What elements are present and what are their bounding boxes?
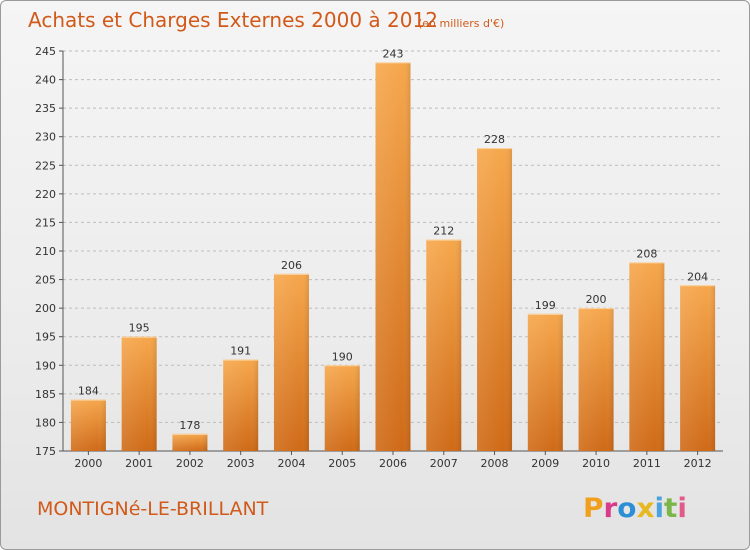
bar-2005	[324, 365, 360, 451]
bar-shade	[273, 273, 309, 451]
y-tick-label: 190	[35, 359, 56, 372]
bar-2007	[426, 239, 462, 451]
y-tick-label: 235	[35, 102, 56, 115]
x-tick-label: 2003	[227, 457, 255, 470]
data-label: 208	[636, 247, 657, 260]
bar-shade	[426, 239, 462, 451]
bar-2011	[629, 262, 665, 451]
bar-shade	[121, 336, 157, 451]
bar-shade	[527, 313, 563, 451]
logo-letter: i	[654, 493, 664, 524]
logo-letter: t	[664, 493, 677, 524]
bar-shade	[680, 285, 716, 451]
bar-shade	[70, 399, 106, 451]
proxiti-logo: Proxiti	[583, 493, 687, 524]
data-label: 184	[78, 385, 99, 398]
bar-2000	[70, 399, 106, 451]
y-tick-label: 200	[35, 302, 56, 315]
bar-shade	[375, 62, 411, 452]
bars	[70, 62, 716, 452]
bar-2003	[223, 359, 259, 451]
y-tick-label: 180	[35, 416, 56, 429]
x-tick-label: 2012	[684, 457, 712, 470]
logo-text: Proxiti	[583, 493, 687, 524]
bar-shade	[172, 433, 208, 451]
data-labels: 184 195 178 191 206 190 243 212 228 199 200 208 204	[78, 47, 708, 431]
data-label: 206	[281, 259, 302, 272]
y-tick-label: 220	[35, 188, 56, 201]
data-label: 200	[586, 293, 607, 306]
place-name: MONTIGNé-LE-BRILLANT	[37, 498, 269, 520]
y-tick-label: 210	[35, 245, 56, 258]
bar-shade	[578, 308, 614, 451]
x-tick-labels: 2000 2001 2002 2003 2004 2005 2006 2007 2008 2009…	[74, 457, 711, 470]
y-tick-label: 245	[35, 45, 56, 58]
chart-subtitle: (en milliers d'€)	[418, 17, 504, 30]
x-tick-label: 2004	[277, 457, 305, 470]
x-tick-label: 2009	[531, 457, 559, 470]
y-tick-label: 240	[35, 74, 56, 87]
x-tick-label: 2011	[633, 457, 661, 470]
data-label: 199	[535, 299, 556, 312]
logo-letter: P	[583, 493, 603, 524]
data-label: 243	[383, 47, 404, 60]
bar-2001	[121, 336, 157, 451]
logo-letter: o	[617, 493, 636, 524]
x-tick-label: 2002	[176, 457, 204, 470]
x-tick-label: 2001	[125, 457, 153, 470]
x-tick-label: 2006	[379, 457, 407, 470]
data-label: 190	[332, 350, 353, 363]
data-label: 212	[433, 225, 454, 238]
bar-2009	[527, 313, 563, 451]
bar-2008	[477, 148, 513, 451]
data-label: 228	[484, 133, 505, 146]
data-label: 204	[687, 270, 708, 283]
data-label: 195	[129, 322, 150, 335]
bar-2002	[172, 433, 208, 451]
data-label: 178	[179, 419, 200, 432]
x-tick-label: 2010	[582, 457, 610, 470]
bar-shade	[629, 262, 665, 451]
x-tick-label: 2005	[328, 457, 356, 470]
y-tick-label: 195	[35, 331, 56, 344]
bar-shade	[223, 359, 259, 451]
bar-2012	[680, 285, 716, 451]
bar-2010	[578, 308, 614, 451]
bar-2006	[375, 62, 411, 452]
y-tick-label: 215	[35, 216, 56, 229]
data-label: 191	[230, 345, 251, 358]
bar-2004	[273, 273, 309, 451]
logo-letter: x	[636, 493, 654, 524]
y-tick-label: 185	[35, 388, 56, 401]
logo-letter: r	[603, 493, 617, 524]
logo-letter: i	[677, 493, 687, 524]
x-tick-label: 2000	[74, 457, 102, 470]
x-tick-label: 2007	[430, 457, 458, 470]
x-tick-label: 2008	[481, 457, 509, 470]
y-tick-label: 205	[35, 274, 56, 287]
y-tick-label: 175	[35, 445, 56, 458]
chart-title: Achats et Charges Externes 2000 à 2012	[28, 8, 438, 32]
y-tick-label: 225	[35, 159, 56, 172]
y-tick-labels: 175 180 185 190 195 200 205 210 215 220 225 230 235 2…	[35, 45, 56, 458]
bar-shade	[477, 148, 513, 451]
bar-shade	[324, 365, 360, 451]
y-tick-label: 230	[35, 131, 56, 144]
